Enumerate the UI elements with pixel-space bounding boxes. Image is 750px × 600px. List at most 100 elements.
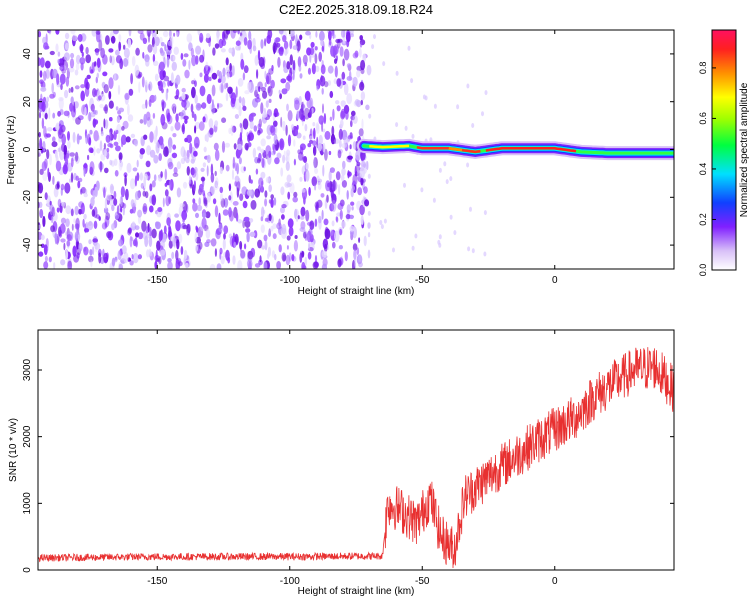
noise-blob (60, 259, 66, 266)
noise-blob (363, 186, 368, 194)
noise-blob (159, 249, 166, 256)
noise-blob (288, 30, 295, 37)
noise-blob (257, 129, 261, 136)
noise-blob (287, 73, 293, 83)
noise-blob (181, 124, 185, 133)
noise-blob (208, 76, 212, 82)
noise-blob (68, 88, 71, 93)
noise-blob (313, 146, 316, 155)
noise-blob (92, 238, 98, 243)
noise-blob (65, 249, 69, 260)
noise-blob (49, 200, 52, 206)
noise-blob (53, 262, 56, 269)
noise-blob (312, 261, 319, 269)
noise-blob (242, 72, 246, 81)
noise-blob (272, 114, 276, 122)
noise-blob (83, 213, 87, 220)
noise-blob (338, 139, 342, 148)
noise-blob (286, 103, 289, 112)
noise-blob (44, 112, 48, 120)
noise-blob (312, 122, 316, 127)
noise-blob (262, 112, 268, 118)
noise-blob (198, 183, 204, 193)
noise-blob (110, 55, 115, 66)
noise-blob (318, 115, 325, 125)
noise-blob (320, 64, 326, 75)
noise-blob (49, 50, 55, 56)
noise-blob (261, 245, 266, 250)
noise-blob (63, 144, 68, 155)
noise-blob (229, 62, 232, 72)
noise-blob (320, 39, 324, 46)
noise-blob (200, 176, 206, 182)
noise-blob (298, 65, 302, 72)
noise-blob (414, 233, 418, 239)
noise-blob (63, 52, 70, 61)
noise-blob (77, 180, 81, 189)
noise-blob (255, 168, 259, 175)
noise-blob (277, 56, 281, 68)
noise-blob (149, 131, 154, 143)
noise-blob (297, 56, 302, 68)
noise-blob (103, 252, 109, 264)
noise-blob (100, 130, 104, 137)
noise-blob (103, 207, 109, 214)
noise-blob (359, 204, 365, 216)
noise-blob (70, 157, 74, 168)
noise-blob (395, 122, 399, 128)
noise-blob (235, 45, 241, 51)
noise-blob (339, 209, 343, 220)
noise-blob (411, 133, 415, 139)
noise-blob (118, 132, 121, 144)
noise-blob (250, 200, 257, 210)
noise-blob (314, 46, 318, 51)
noise-blob (211, 84, 216, 97)
noise-blob (237, 143, 243, 151)
noise-blob (209, 263, 216, 269)
noise-blob (62, 164, 68, 175)
noise-blob (64, 89, 69, 99)
noise-blob (328, 150, 332, 156)
noise-blob (330, 229, 334, 236)
noise-blob (349, 225, 355, 232)
noise-blob (338, 184, 341, 196)
noise-blob (145, 160, 151, 168)
noise-blob (316, 85, 319, 91)
noise-blob (299, 176, 303, 182)
noise-blob (325, 180, 331, 192)
noise-blob (262, 90, 268, 99)
noise-blob (232, 255, 236, 265)
noise-blob (49, 153, 52, 166)
noise-blob (223, 233, 226, 240)
noise-blob (139, 172, 143, 181)
noise-blob (284, 49, 288, 56)
noise-blob (175, 113, 179, 123)
noise-blob (72, 245, 77, 257)
noise-blob (350, 188, 354, 198)
noise-blob (453, 230, 457, 236)
noise-blob (167, 40, 171, 47)
noise-blob (342, 58, 345, 67)
spectrogram-y-ticks: -40 -20 0 20 40 (22, 48, 674, 252)
noise-blob (265, 100, 269, 108)
noise-blob (38, 57, 41, 67)
x-tick-label: -150 (147, 275, 167, 286)
noise-blob (225, 92, 229, 102)
noise-blob (350, 33, 354, 38)
noise-blob (42, 36, 47, 45)
noise-blob (333, 78, 338, 85)
noise-blob (383, 218, 387, 224)
noise-blob (58, 96, 64, 102)
noise-blob (438, 167, 442, 173)
noise-blob (192, 184, 196, 196)
noise-blob (131, 254, 134, 260)
noise-blob (267, 85, 273, 97)
noise-blob (281, 88, 288, 95)
noise-blob (88, 255, 94, 263)
noise-blob (217, 102, 219, 110)
noise-blob (56, 207, 60, 213)
noise-blob (149, 118, 153, 126)
noise-blob (127, 227, 132, 234)
noise-blob (47, 214, 53, 220)
noise-blob (331, 180, 338, 191)
